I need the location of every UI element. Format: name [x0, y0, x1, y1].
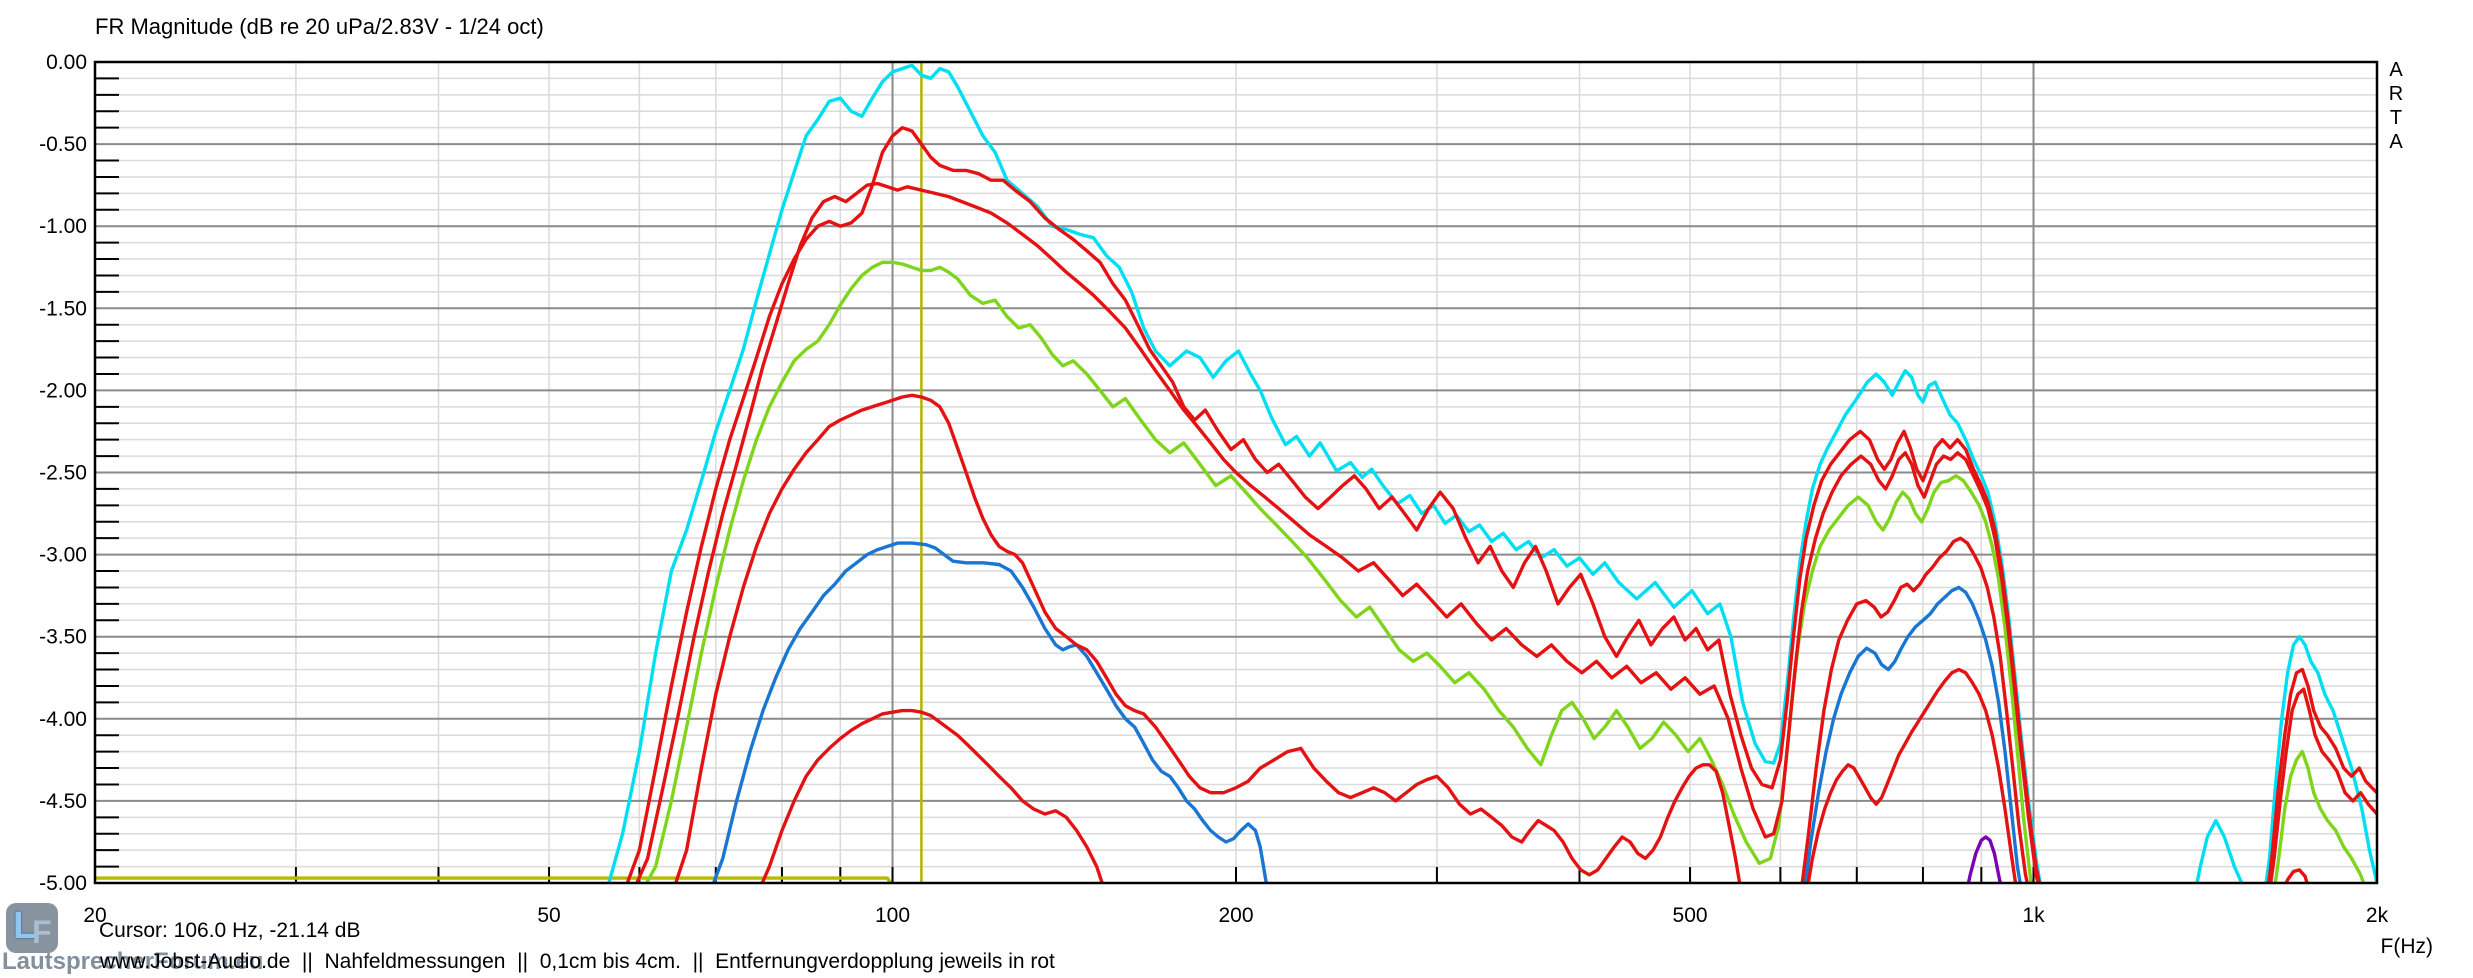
y-tick-label: -5.00	[39, 872, 87, 895]
cursor-readout: Cursor: 106.0 Hz, -21.14 dB	[99, 919, 361, 942]
footer: LautsprecherForum.eu www.Jobst-Audio.de …	[0, 948, 2473, 978]
footer-note: www.Jobst-Audio.de || Nahfeldmessungen |…	[100, 950, 1055, 973]
y-tick-label: -1.00	[39, 215, 87, 238]
chart-title: FR Magnitude (dB re 20 uPa/2.83V - 1/24 …	[95, 14, 544, 39]
y-tick-label: 0.00	[46, 51, 87, 74]
x-tick-label: 500	[1673, 904, 1708, 927]
x-tick-label: 2k	[2366, 904, 2389, 927]
y-tick-label: -2.50	[39, 462, 87, 485]
curve-purple-blip	[1966, 835, 2002, 883]
logo-letter-f: F	[32, 914, 52, 950]
lautsprecherforum-logo: L F	[6, 903, 58, 953]
y-tick-label: -4.00	[39, 708, 87, 731]
y-tick-label: -2.00	[39, 379, 87, 402]
logo-letter-l: L	[13, 905, 37, 947]
x-tick-label: 100	[875, 904, 910, 927]
x-tick-label: 20	[83, 904, 106, 927]
y-tick-label: -3.00	[39, 544, 87, 567]
curve-flat-olive	[95, 876, 893, 883]
curve-blue	[711, 541, 2022, 883]
y-tick-label: -3.50	[39, 626, 87, 649]
curve-green	[644, 260, 2366, 883]
plot-border	[93, 60, 2379, 885]
x-tick-label: 50	[537, 904, 560, 927]
x-tick-label: 200	[1218, 904, 1253, 927]
curve-red-3	[673, 393, 2030, 883]
x-axis-label: F(Hz)	[2381, 935, 2433, 958]
curve-red-1	[625, 125, 2377, 883]
y-tick-label: -1.50	[39, 297, 87, 320]
y-tick-label: -4.50	[39, 790, 87, 813]
curve-red-4	[760, 667, 2309, 883]
y-tick-label: -0.50	[39, 133, 87, 156]
x-tick-label: 1k	[2022, 904, 2045, 927]
